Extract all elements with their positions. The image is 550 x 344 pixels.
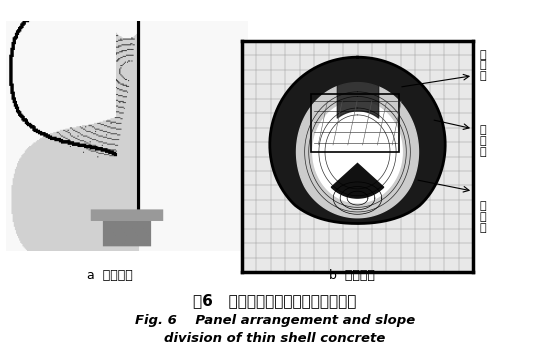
Text: 后
浇
带: 后 浇 带: [480, 201, 486, 233]
Polygon shape: [313, 101, 402, 203]
Polygon shape: [296, 83, 419, 218]
Text: 施
工
缝: 施 工 缝: [480, 50, 486, 81]
Text: 图6   薄壳混凝土面板排布和坡度划分: 图6 薄壳混凝土面板排布和坡度划分: [193, 293, 357, 309]
Polygon shape: [331, 163, 384, 198]
Polygon shape: [270, 57, 445, 224]
Text: a  面板排布: a 面板排布: [87, 269, 133, 282]
Text: 屋
面
梁: 屋 面 梁: [480, 125, 486, 157]
Text: b  坡度划分: b 坡度划分: [329, 269, 375, 282]
Bar: [311, 94, 399, 152]
Text: Fig. 6    Panel arrangement and slope: Fig. 6 Panel arrangement and slope: [135, 314, 415, 327]
Text: division of thin shell concrete: division of thin shell concrete: [164, 332, 386, 344]
